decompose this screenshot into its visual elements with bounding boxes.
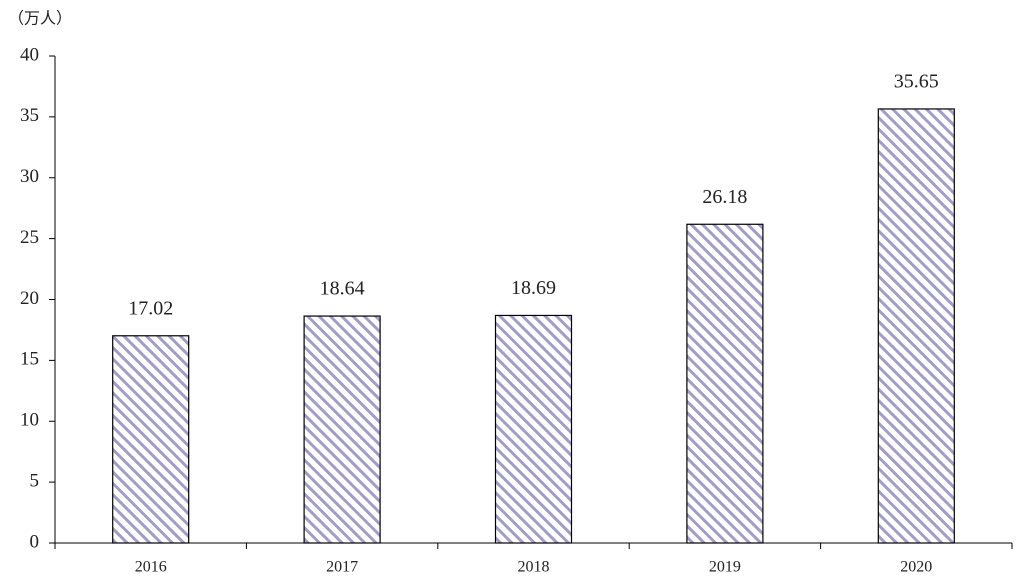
x-tick-label: 2016 xyxy=(135,559,167,576)
y-tick-label: 20 xyxy=(20,288,39,309)
x-tick-label: 2018 xyxy=(518,559,550,576)
value-label: 18.69 xyxy=(511,277,556,299)
y-tick-label: 10 xyxy=(20,410,39,431)
x-tick-label: 2020 xyxy=(900,559,932,576)
bar xyxy=(877,108,955,544)
y-tick-label: 15 xyxy=(20,349,39,370)
value-label: 18.64 xyxy=(320,278,365,300)
value-label: 26.18 xyxy=(702,186,747,208)
bar xyxy=(494,314,573,544)
y-tick-label: 40 xyxy=(20,44,39,65)
value-label: 17.02 xyxy=(128,297,173,319)
bar xyxy=(112,335,190,544)
y-tick-label: 25 xyxy=(20,227,39,248)
value-label: 35.65 xyxy=(894,71,939,93)
y-tick-label: 30 xyxy=(20,166,39,187)
x-tick-label: 2017 xyxy=(326,559,358,576)
bar xyxy=(303,315,381,544)
bar xyxy=(686,223,764,544)
y-tick-label: 5 xyxy=(30,470,40,491)
y-tick-label: 35 xyxy=(20,105,39,126)
y-tick-label: 0 xyxy=(30,531,40,552)
x-tick-label: 2019 xyxy=(709,559,741,576)
y-axis-label: （万人） xyxy=(8,10,72,28)
